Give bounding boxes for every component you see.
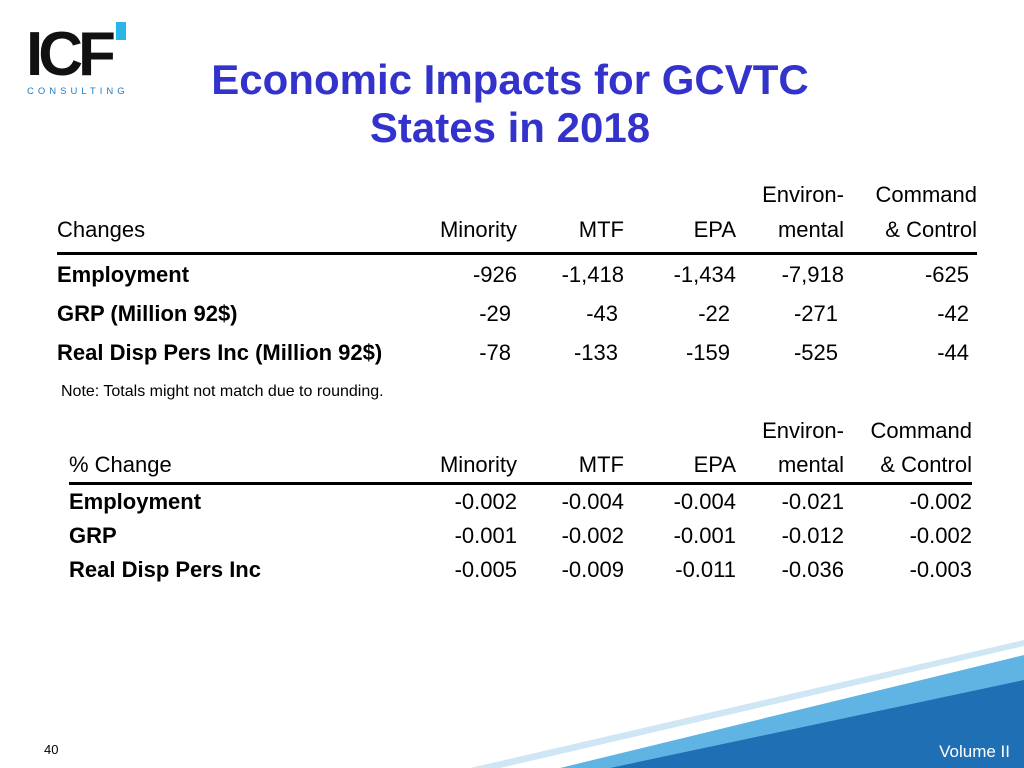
table-cell: -0.009 xyxy=(561,557,624,582)
header-cell: Environ- xyxy=(762,182,844,207)
slide-title-line1: Economic Impacts for GCVTC xyxy=(211,56,809,103)
table-row: Real Disp Pers Inc (Million 92$) -78 -13… xyxy=(57,333,977,372)
header-cell xyxy=(624,414,736,448)
header-cell: % Change xyxy=(69,448,409,485)
row-label: Real Disp Pers Inc (Million 92$) xyxy=(57,339,383,365)
table-cell: -1,418 xyxy=(561,261,624,287)
changes-table-header-top: Environ- Command xyxy=(57,176,977,208)
logo-letters: ICF xyxy=(26,20,116,89)
header-cell: & Control xyxy=(844,208,977,255)
header-cell xyxy=(517,176,624,208)
table-cell: -0.036 xyxy=(781,557,844,582)
header-cell xyxy=(417,176,517,208)
table-row: Real Disp Pers Inc -0.005 -0.009 -0.011 … xyxy=(69,553,972,587)
header-cell: Minority xyxy=(417,208,517,255)
header-cell: Changes xyxy=(57,208,417,255)
table-cell: -0.002 xyxy=(909,523,972,548)
rounding-note: Note: Totals might not match due to roun… xyxy=(61,383,384,400)
percent-table-header: % Change Minority MTF EPA mental & Contr… xyxy=(69,448,972,485)
table-cell: -0.003 xyxy=(909,557,972,582)
slide-title-line2: States in 2018 xyxy=(369,104,651,151)
table-cell: -271 xyxy=(793,300,838,326)
table-cell: -133 xyxy=(573,339,618,365)
table-cell: -22 xyxy=(698,300,730,326)
header-cell xyxy=(517,414,624,448)
table-cell: -1,434 xyxy=(673,261,736,287)
header-cell: MTF xyxy=(517,448,624,485)
table-cell: -0.001 xyxy=(673,523,736,548)
table-cell: -525 xyxy=(793,339,838,365)
slide-title: Economic Impacts for GCVTC States in 201… xyxy=(150,56,870,152)
header-cell: Environ- xyxy=(762,418,844,443)
changes-table-header: Changes Minority MTF EPA mental & Contro… xyxy=(57,208,977,255)
footer-band-line xyxy=(470,640,1024,768)
page-number: 40 xyxy=(44,742,59,757)
row-label: GRP (Million 92$) xyxy=(57,300,238,326)
footer-band-dark xyxy=(610,680,1024,768)
header-cell: Command xyxy=(870,418,972,443)
logo-subtitle: CONSULTING xyxy=(27,86,129,97)
table-row: GRP (Million 92$) -29 -43 -22 -271 -42 xyxy=(57,294,977,333)
changes-table: Environ- Command Changes Minority MTF EP… xyxy=(57,176,977,372)
table-cell: -0.005 xyxy=(454,557,517,582)
header-cell xyxy=(409,414,517,448)
header-cell xyxy=(69,414,409,448)
header-cell: MTF xyxy=(517,208,624,255)
table-cell: -7,918 xyxy=(781,261,844,287)
table-cell: -0.002 xyxy=(561,523,624,548)
header-cell: Minority xyxy=(409,448,517,485)
table-cell: -78 xyxy=(479,339,511,365)
header-cell xyxy=(57,176,417,208)
row-label: Real Disp Pers Inc xyxy=(69,557,261,582)
table-cell: -926 xyxy=(472,261,517,287)
table-cell: -0.004 xyxy=(673,489,736,514)
row-label: Employment xyxy=(57,261,190,287)
header-cell: mental xyxy=(736,208,844,255)
header-cell xyxy=(624,176,736,208)
table-cell: -44 xyxy=(937,339,969,365)
percent-table-header-top: Environ- Command xyxy=(69,414,972,448)
table-cell: -159 xyxy=(685,339,730,365)
table-row: Employment -0.002 -0.004 -0.004 -0.021 -… xyxy=(69,484,972,520)
header-cell: mental xyxy=(736,448,844,485)
table-cell: -0.002 xyxy=(454,489,517,514)
table-cell: -43 xyxy=(586,300,618,326)
logo-accent-mark xyxy=(116,22,126,40)
row-label: Employment xyxy=(69,489,202,514)
table-cell: -0.012 xyxy=(781,523,844,548)
icf-logo: ICF CONSULTING xyxy=(26,20,129,97)
table-cell: -0.002 xyxy=(909,489,972,514)
header-cell: EPA xyxy=(624,448,736,485)
header-cell: Command xyxy=(875,182,977,207)
volume-label: Volume II xyxy=(939,742,1010,761)
table-cell: -29 xyxy=(479,300,511,326)
table-cell: -625 xyxy=(924,261,969,287)
table-cell: -42 xyxy=(937,300,969,326)
table-cell: -0.021 xyxy=(781,489,844,514)
row-label: GRP xyxy=(69,523,117,548)
percent-change-table: Environ- Command % Change Minority MTF E… xyxy=(69,414,972,587)
table-row: Employment -926 -1,418 -1,434 -7,918 -62… xyxy=(57,254,977,295)
table-row: GRP -0.001 -0.002 -0.001 -0.012 -0.002 xyxy=(69,519,972,553)
table-cell: -0.004 xyxy=(561,489,624,514)
table-cell: -0.001 xyxy=(454,523,517,548)
header-cell: EPA xyxy=(624,208,736,255)
table-cell: -0.011 xyxy=(675,557,736,582)
header-cell: & Control xyxy=(844,448,972,485)
